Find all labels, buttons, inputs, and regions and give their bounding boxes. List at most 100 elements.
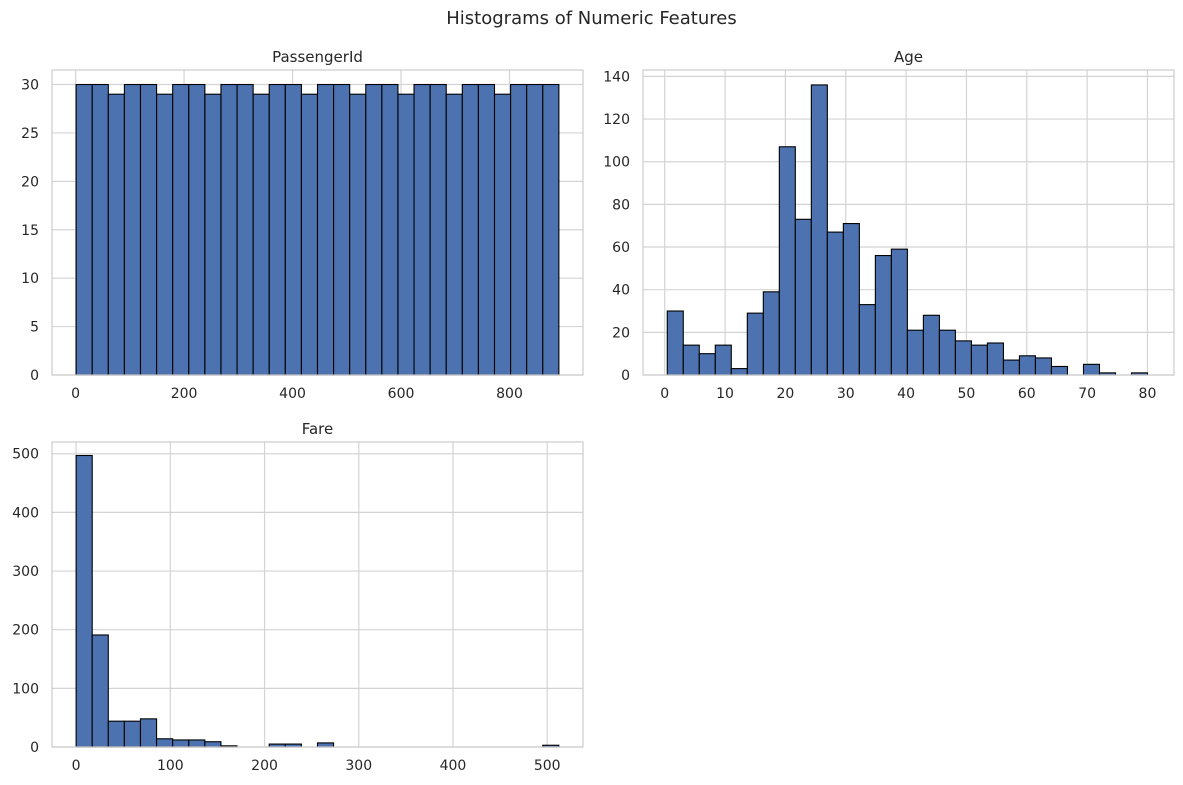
y-tick-label: 25: [21, 126, 39, 142]
histogram-bar: [381, 83, 399, 376]
subplot-title: PassengerId: [272, 48, 363, 66]
fare-histogram: 0 100 200 300 400 500 0 100 200 300 400 500 Fare: [12, 420, 584, 774]
histogram-bar: [1018, 355, 1037, 376]
tick-labels: 0 200 400 600 800 0 5 10 15 20 25 30: [21, 78, 523, 402]
x-tick-label: 200: [171, 386, 198, 402]
histogram-bar: [698, 353, 716, 376]
y-tick-label: 300: [12, 564, 39, 580]
histogram-bars: [666, 84, 1149, 376]
histogram-bar: [778, 146, 796, 376]
histogram-bar: [922, 314, 940, 376]
histogram-bar: [429, 83, 447, 376]
tick-labels: 0 100 200 300 400 500 0 100 200 300 400 500: [12, 447, 560, 774]
y-tick-label: 200: [12, 623, 39, 639]
axes-frame: [51, 441, 584, 748]
histogram-bar: [714, 344, 732, 376]
x-tick-label: 0: [71, 386, 80, 402]
histogram-bar: [156, 93, 174, 376]
tick-labels: 0 10 20 30 40 50 60 70 80 0 20 40 60 80 100 120 140: [603, 69, 1156, 402]
histogram-bar: [284, 83, 302, 376]
x-tick-label: 400: [440, 758, 467, 774]
histogram-bar: [316, 83, 335, 376]
plot-area: [643, 70, 1174, 375]
histogram-bar: [746, 312, 764, 376]
histogram-bar: [204, 741, 222, 748]
histogram-bar: [826, 231, 844, 376]
histogram-bar: [526, 83, 544, 376]
histogram-bar: [970, 344, 988, 376]
histogram-bar: [810, 84, 828, 376]
histogram-bar: [477, 83, 496, 376]
histogram-bar: [906, 329, 924, 376]
histogram-bar: [858, 304, 876, 376]
histogram-bar: [252, 93, 270, 376]
histogram-bar: [316, 742, 335, 748]
histogram-bar: [236, 83, 254, 376]
x-tick-label: 20: [776, 386, 794, 402]
histogram-bar: [75, 83, 93, 376]
histogram-bar: [890, 248, 908, 376]
y-tick-label: 60: [612, 240, 630, 256]
histogram-bar: [445, 93, 463, 376]
y-tick-label: 140: [603, 69, 630, 85]
x-tick-label: 800: [496, 386, 523, 402]
y-tick-label: 0: [30, 368, 39, 384]
histogram-bar: [666, 310, 684, 376]
histogram-bar: [75, 454, 93, 748]
histogram-bar: [107, 93, 125, 376]
histogram-bar: [874, 255, 892, 376]
histogram-bar: [268, 83, 286, 376]
figure-title: Histograms of Numeric Features: [446, 8, 736, 29]
histogram-bars: [75, 454, 560, 748]
x-tick-label: 400: [279, 386, 306, 402]
histogram-bar: [172, 83, 190, 376]
histogram-bar: [1050, 365, 1069, 376]
histogram-bar: [172, 739, 190, 748]
histogram-bar: [139, 718, 158, 748]
histogram-bar: [510, 83, 528, 376]
x-tick-label: 40: [897, 386, 915, 402]
y-tick-label: 0: [30, 740, 39, 756]
histogram-bar: [123, 83, 142, 376]
subplot-title: Fare: [302, 420, 334, 438]
histogram-bar: [682, 344, 700, 376]
histogram-bar: [762, 291, 780, 376]
x-tick-label: 300: [345, 758, 372, 774]
y-tick-label: 15: [21, 223, 39, 239]
histogram-bar: [1002, 359, 1020, 376]
histogram-bar: [1034, 357, 1053, 376]
histogram-bar: [349, 93, 367, 376]
x-tick-label: 200: [251, 758, 278, 774]
x-tick-label: 30: [837, 386, 855, 402]
y-tick-label: 120: [603, 112, 630, 128]
histogram-bar: [204, 93, 222, 376]
histogram-bar: [1082, 363, 1101, 376]
histogram-bar: [188, 83, 206, 376]
histogram-bar: [123, 720, 142, 748]
y-tick-label: 100: [603, 155, 630, 171]
x-tick-label: 60: [1018, 386, 1036, 402]
subplot-title: Age: [894, 48, 923, 66]
x-tick-label: 600: [388, 386, 415, 402]
axes-frame: [51, 69, 584, 376]
plot-area: [52, 442, 583, 747]
x-tick-label: 80: [1139, 386, 1157, 402]
y-tick-label: 100: [12, 681, 39, 697]
y-tick-label: 10: [21, 271, 39, 287]
histogram-bar: [542, 83, 560, 376]
y-tick-label: 80: [612, 197, 630, 213]
histogram-bar: [397, 93, 415, 376]
y-tick-label: 400: [12, 505, 39, 521]
histogram-bar: [794, 218, 812, 376]
x-tick-label: 100: [157, 758, 184, 774]
x-tick-label: 500: [534, 758, 561, 774]
histogram-bar: [188, 739, 206, 748]
histogram-bar: [139, 83, 158, 376]
histogram-bar: [493, 93, 512, 376]
y-tick-label: 40: [612, 283, 630, 299]
histogram-bar: [333, 83, 351, 376]
histogram-bar: [842, 223, 860, 376]
histogram-bars: [75, 83, 560, 376]
histogram-bar: [91, 83, 109, 376]
x-tick-label: 0: [72, 758, 81, 774]
